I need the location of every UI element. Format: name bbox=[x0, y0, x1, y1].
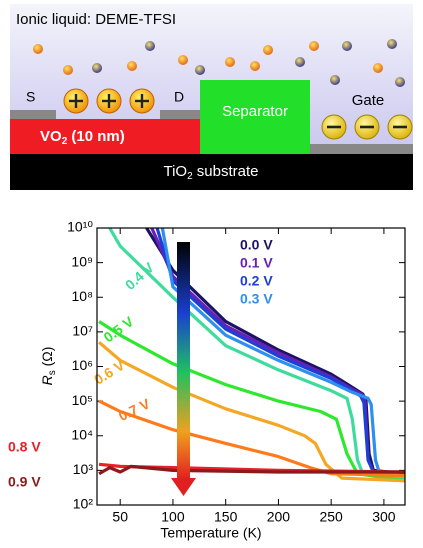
gate-label: Gate bbox=[352, 92, 385, 109]
series-line bbox=[160, 228, 405, 478]
substrate-label: TiO2 substrate bbox=[163, 163, 258, 182]
series-line bbox=[145, 228, 405, 476]
series-line bbox=[98, 464, 405, 476]
x-tick-label: 150 bbox=[214, 509, 238, 525]
substrate bbox=[10, 154, 413, 190]
separator-label: Separator bbox=[222, 103, 288, 120]
channel-label: VO2 (10 nm) bbox=[40, 128, 125, 147]
x-tick-label: 50 bbox=[112, 509, 128, 525]
series-label: 0.3 V bbox=[240, 291, 273, 307]
schematic: Ionic liquid: DEME-TFSI S D VO2 (10 nm) … bbox=[10, 4, 413, 190]
y-tick-label: 10¹⁰ bbox=[67, 219, 93, 235]
y-tick-label: 10⁷ bbox=[72, 323, 93, 339]
plot-frame bbox=[96, 227, 406, 506]
drain-electrode bbox=[160, 110, 200, 119]
y-tick-label: 10⁵ bbox=[72, 392, 93, 408]
series-lines bbox=[98, 228, 405, 483]
drain-label: D bbox=[174, 89, 184, 105]
series-line bbox=[108, 228, 405, 480]
source-electrode bbox=[10, 110, 56, 119]
x-axis-label: Temperature (K) bbox=[160, 525, 261, 541]
voltage-arrow bbox=[171, 242, 196, 496]
x-tick-label: 100 bbox=[161, 509, 185, 525]
channel bbox=[10, 119, 200, 154]
y-tick-label: 10⁶ bbox=[72, 357, 93, 373]
y-axis-label: Rs (Ω) bbox=[39, 347, 58, 386]
x-tick-label: 300 bbox=[372, 509, 396, 525]
chart: Temperature (K) Rs (Ω) 50 100 150 200 250 300… bbox=[8, 219, 405, 541]
source-label: S bbox=[26, 89, 35, 105]
x-tick-label: 200 bbox=[267, 509, 291, 525]
y-tick-label: 10² bbox=[73, 496, 94, 512]
y-tick-label: 10⁸ bbox=[72, 288, 94, 304]
x-tick-label: 250 bbox=[319, 509, 343, 525]
series-label: 0.0 V bbox=[240, 237, 273, 253]
y-tick-label: 10⁹ bbox=[71, 253, 93, 269]
cations bbox=[63, 88, 155, 114]
series-label: 0.2 V bbox=[240, 273, 273, 289]
series-label: 0.9 V bbox=[8, 474, 41, 490]
diagram-title: Ionic liquid: DEME-TFSI bbox=[16, 11, 176, 28]
series-line bbox=[98, 320, 405, 483]
gate-electrode bbox=[310, 144, 413, 154]
ions bbox=[33, 39, 405, 87]
anions bbox=[321, 114, 413, 140]
y-tick-label: 10⁴ bbox=[71, 426, 93, 442]
separator bbox=[200, 80, 310, 154]
series-label: 0.8 V bbox=[8, 439, 41, 455]
y-tick-label: 10³ bbox=[73, 461, 94, 477]
series-label: 0.1 V bbox=[240, 255, 273, 271]
